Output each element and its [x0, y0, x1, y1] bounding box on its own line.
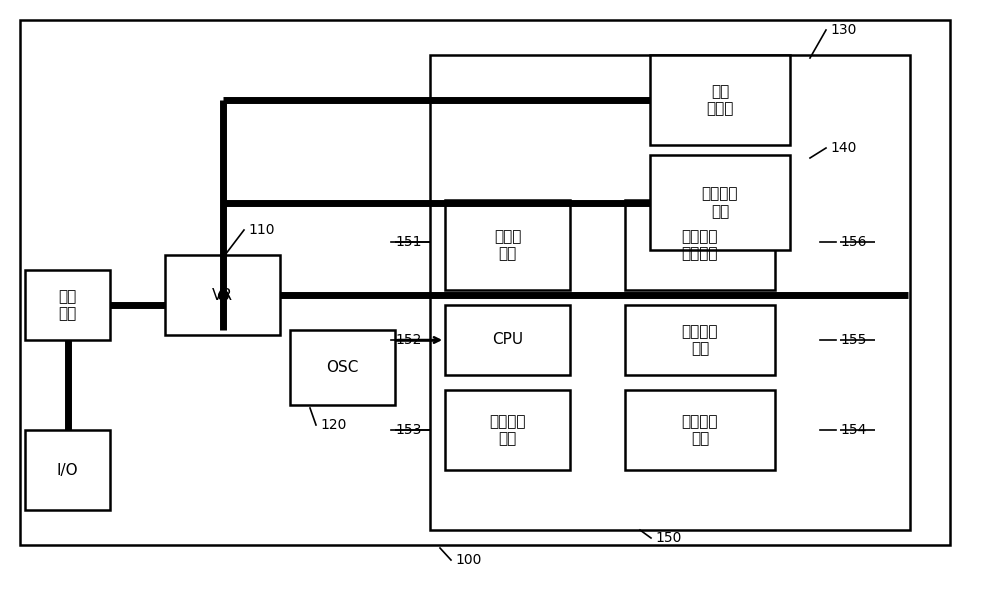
Text: 系统控制
单元: 系统控制 单元 — [682, 414, 718, 446]
Bar — [25, 430, 110, 510]
Text: VR: VR — [212, 288, 233, 302]
Bar — [20, 20, 950, 545]
Text: 通讯接口
单元: 通讯接口 单元 — [489, 414, 526, 446]
Text: 140: 140 — [830, 141, 856, 155]
Text: 153: 153 — [395, 423, 421, 437]
Bar — [445, 305, 570, 375]
Text: 152: 152 — [395, 333, 421, 347]
Text: 156: 156 — [840, 235, 866, 249]
Text: OSC: OSC — [326, 360, 359, 375]
Text: 100: 100 — [455, 553, 481, 567]
Text: 150: 150 — [655, 531, 681, 545]
Text: 算法协处
理器单元: 算法协处 理器单元 — [682, 229, 718, 261]
Text: 随机数发
生器: 随机数发 生器 — [702, 186, 738, 219]
Bar — [430, 55, 910, 530]
Text: 存储器
单元: 存储器 单元 — [494, 229, 521, 261]
Text: 电源
输入: 电源 输入 — [58, 289, 77, 321]
Bar — [625, 305, 775, 375]
Text: 154: 154 — [840, 423, 866, 437]
Text: I/O: I/O — [57, 463, 78, 477]
Text: 130: 130 — [830, 23, 856, 37]
Bar — [445, 200, 570, 290]
Bar — [25, 270, 110, 340]
Bar — [625, 200, 775, 290]
Bar — [445, 390, 570, 470]
Bar — [650, 55, 790, 145]
Bar — [625, 390, 775, 470]
Text: 155: 155 — [840, 333, 866, 347]
Text: 安全
传感器: 安全 传感器 — [706, 84, 734, 116]
Text: 151: 151 — [395, 235, 422, 249]
Bar — [650, 155, 790, 250]
Bar — [290, 330, 395, 405]
Text: 120: 120 — [320, 418, 346, 432]
Text: CPU: CPU — [492, 333, 523, 347]
Bar — [165, 255, 280, 335]
Text: 安全处理
单元: 安全处理 单元 — [682, 324, 718, 356]
Text: 110: 110 — [248, 223, 274, 237]
